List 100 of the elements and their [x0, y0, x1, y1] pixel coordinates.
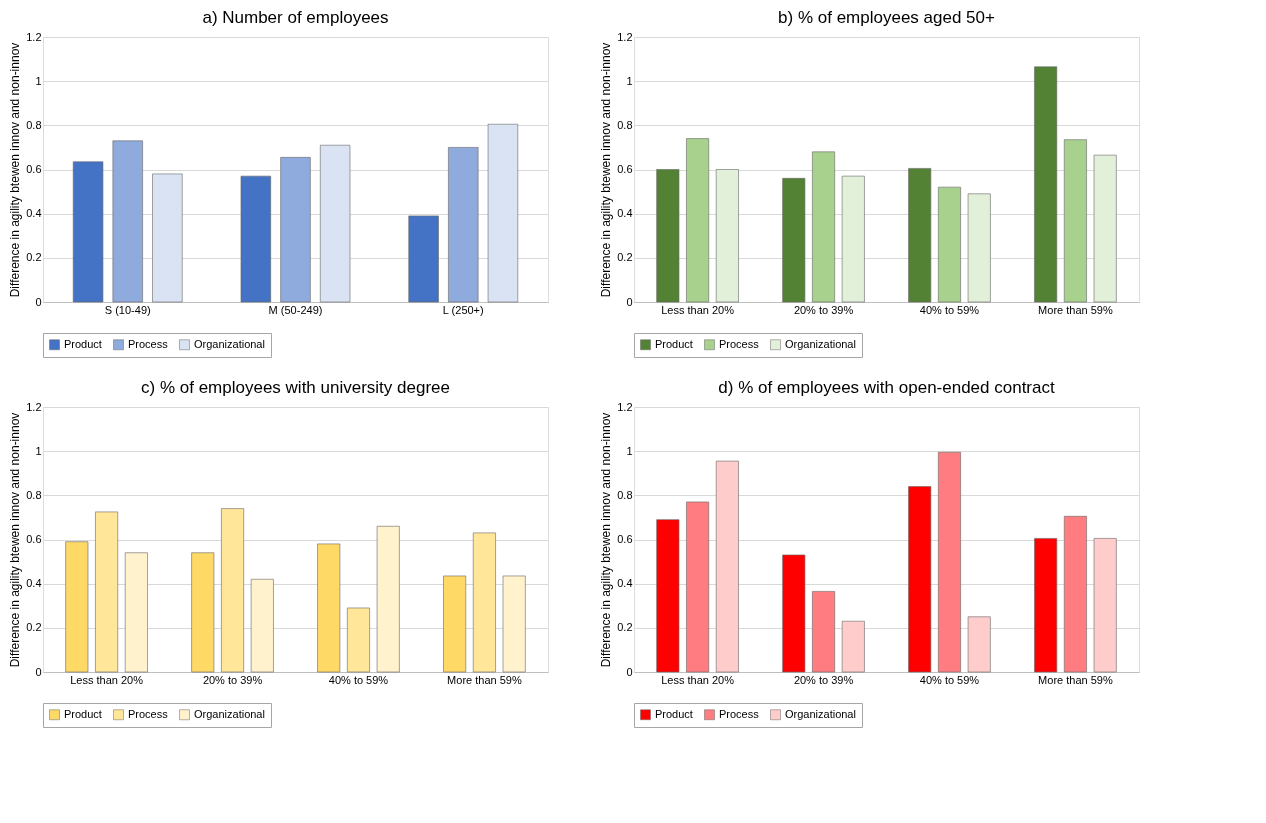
bar	[656, 519, 680, 673]
bar	[686, 138, 710, 303]
y-tick-label: 0.2	[26, 621, 42, 634]
y-tick-label: 0.4	[617, 207, 633, 220]
bar	[841, 620, 865, 673]
y-tick-label: 0.8	[617, 488, 633, 501]
x-tick-label: 20% to 39%	[793, 673, 854, 686]
bar	[317, 543, 341, 673]
y-axis-title: Difference in agility btewen innov and non-innov	[8, 412, 23, 668]
legend-label: Process	[719, 707, 760, 720]
chart-title: b) % of employees aged 50+	[778, 8, 996, 27]
bar	[221, 508, 244, 673]
y-tick-label: 1.2	[617, 400, 633, 413]
legend-label: Process	[128, 707, 169, 720]
y-tick-label: 1	[626, 74, 633, 87]
x-tick-label: More than 59%	[1038, 673, 1113, 686]
y-tick-label: 0.6	[26, 533, 42, 545]
x-tick-label: M (50-249)	[268, 303, 323, 316]
legend-label: Organizational	[785, 337, 856, 350]
legend-label: Organizational	[194, 337, 265, 350]
y-tick-label: 0.2	[26, 251, 42, 264]
bar	[124, 552, 148, 673]
y-tick-label: 0.2	[617, 621, 633, 634]
x-tick-label: Less than 20%	[70, 673, 144, 686]
bar	[319, 144, 351, 303]
legend-label: Process	[128, 337, 169, 350]
legend-label: Organizational	[785, 707, 856, 720]
legend-label: Product	[64, 337, 102, 350]
y-tick-label: 0.6	[617, 533, 633, 545]
x-tick-label: More than 59%	[1038, 303, 1113, 316]
bar	[240, 175, 272, 303]
y-tick-label: 0.2	[617, 251, 633, 264]
bar	[1034, 66, 1058, 303]
bar	[715, 169, 739, 303]
y-tick-label: 0	[35, 665, 42, 678]
x-tick-label: 20% to 39%	[202, 673, 263, 686]
bar	[472, 532, 496, 673]
y-tick-label: 0	[626, 295, 633, 308]
y-tick-label: 0.4	[617, 577, 633, 590]
legend-label: Product	[655, 707, 693, 720]
bar	[502, 575, 526, 673]
y-tick-label: 0.6	[617, 163, 633, 175]
legend-label: Product	[655, 337, 693, 350]
bar	[112, 140, 143, 303]
bar	[250, 578, 274, 673]
legend-label: Process	[719, 337, 760, 350]
bar	[72, 161, 104, 303]
y-tick-label: 1	[35, 74, 42, 87]
x-tick-label: 40% to 59%	[919, 673, 980, 686]
bar	[191, 552, 215, 673]
bar	[1063, 139, 1087, 303]
x-tick-label: 40% to 59%	[919, 303, 980, 316]
x-tick-label: Less than 20%	[661, 303, 735, 316]
bar	[65, 541, 89, 673]
y-tick-label: 0.4	[26, 577, 42, 590]
bar	[782, 178, 806, 303]
bar	[1034, 538, 1058, 673]
legend-label: Product	[64, 707, 102, 720]
bar	[1093, 154, 1117, 303]
bar	[376, 525, 400, 673]
bar	[1093, 538, 1117, 673]
bar	[408, 215, 439, 303]
x-tick-label: S (10-49)	[104, 303, 151, 316]
bar	[1063, 516, 1087, 673]
bar	[967, 193, 991, 303]
y-tick-label: 0.6	[26, 163, 42, 175]
bar	[347, 607, 370, 673]
bar	[656, 169, 680, 303]
y-tick-label: 1.2	[26, 400, 42, 413]
chart-title: d) % of employees with open-ended contract	[718, 378, 1055, 397]
bar	[715, 460, 739, 673]
y-tick-label: 0.8	[617, 118, 633, 131]
x-tick-label: More than 59%	[447, 673, 522, 686]
x-tick-label: 20% to 39%	[793, 303, 854, 316]
y-tick-label: 0.8	[26, 488, 42, 501]
y-axis-title: Difference in agility btewen innov and non-innov	[8, 42, 23, 298]
bar	[938, 451, 961, 673]
bar	[686, 501, 710, 673]
y-tick-label: 0	[35, 295, 42, 308]
bar	[938, 186, 961, 303]
bar	[448, 147, 479, 303]
y-tick-label: 1.2	[26, 30, 42, 43]
bar	[812, 151, 835, 303]
legend-label: Organizational	[194, 707, 265, 720]
x-tick-label: Less than 20%	[661, 673, 735, 686]
chart-title: a) Number of employees	[202, 8, 389, 27]
y-axis-title: Difference in agility btewen innov and non-innov	[599, 412, 614, 668]
bar	[95, 511, 119, 673]
x-tick-label: 40% to 59%	[328, 673, 389, 686]
bar	[782, 554, 806, 673]
bar	[487, 123, 519, 303]
bar	[812, 591, 835, 673]
bar	[443, 575, 467, 673]
y-axis-title: Difference in agility btewen innov and non-innov	[599, 42, 614, 298]
bar	[908, 486, 932, 673]
y-tick-label: 1	[35, 444, 42, 457]
y-tick-label: 0	[626, 665, 633, 678]
bar	[967, 616, 991, 673]
x-tick-label: L (250+)	[442, 303, 484, 316]
bar	[152, 173, 183, 303]
